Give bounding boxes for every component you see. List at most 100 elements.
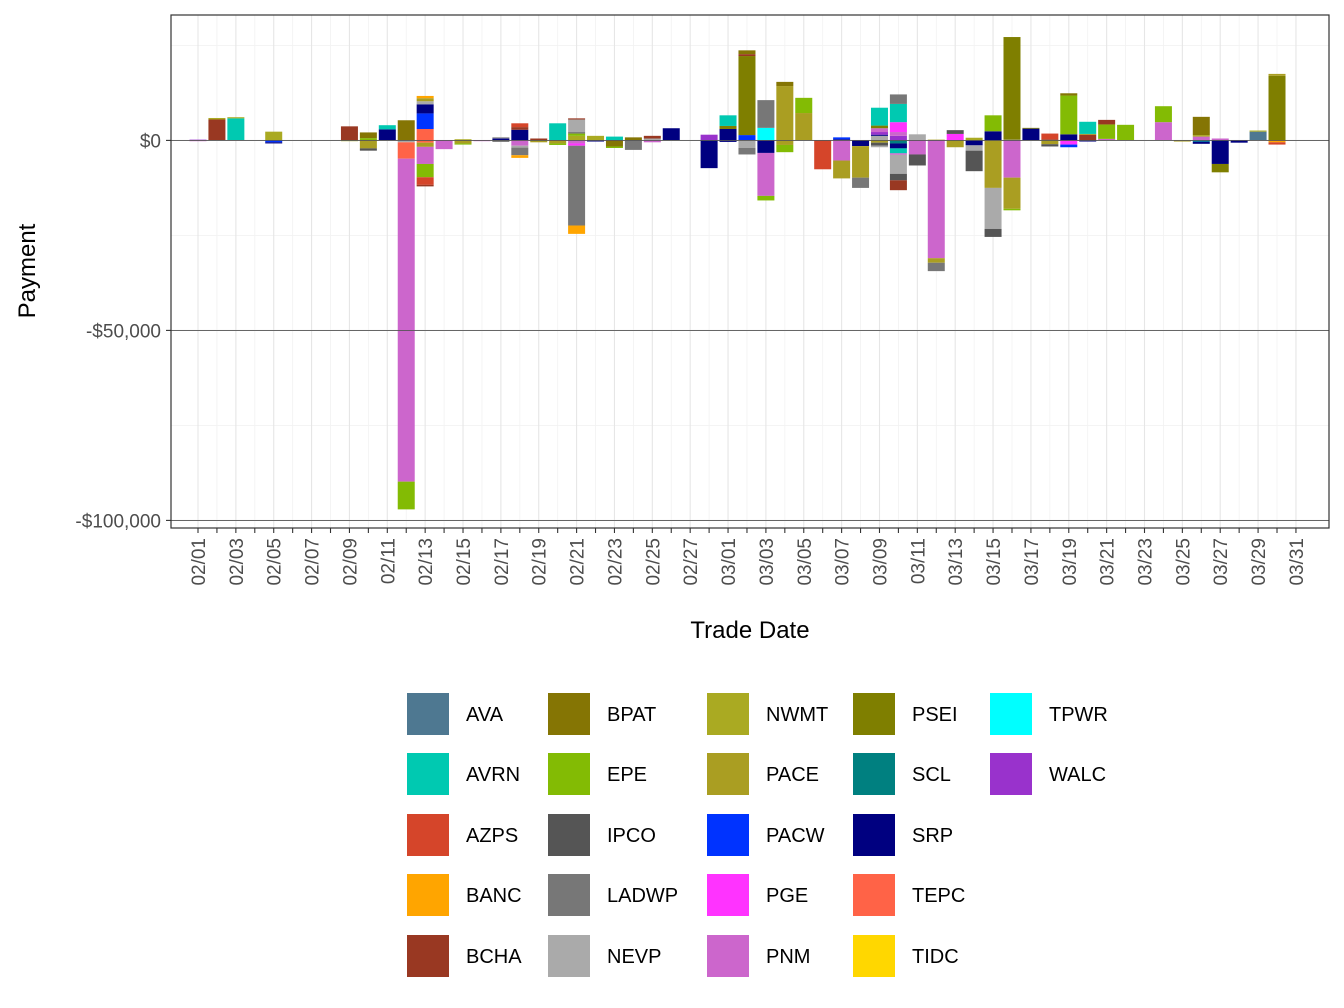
bar-segment-psei bbox=[719, 125, 737, 129]
bar-segment-bcha bbox=[416, 184, 434, 187]
legend-item-tidc: TIDC bbox=[853, 935, 959, 977]
legend-item-pacw: PACW bbox=[707, 814, 825, 856]
bar-segment-bcha bbox=[1079, 134, 1097, 141]
bar-segment-pnm bbox=[1003, 140, 1021, 178]
bar-segment-nevp bbox=[870, 135, 888, 141]
bar-segment-pacw bbox=[1060, 144, 1078, 148]
legend-swatch bbox=[548, 814, 590, 856]
bar-segment-srp bbox=[852, 140, 870, 147]
bar-segment-ladwp bbox=[852, 177, 870, 188]
bar-segment-nwmt bbox=[568, 135, 586, 141]
x-tick-label: 03/13 bbox=[946, 538, 967, 586]
x-tick-label: 03/01 bbox=[719, 538, 740, 586]
bar-segment-ipco bbox=[1041, 144, 1059, 147]
bar-segment-srp bbox=[511, 129, 529, 141]
bar-segment-nevp bbox=[643, 138, 661, 141]
legend-label: TEPC bbox=[912, 885, 965, 907]
bar-segment-ipco bbox=[946, 130, 964, 134]
bar-segment-pace bbox=[416, 98, 434, 102]
bar-segment-psei bbox=[870, 125, 888, 129]
bar-segment-nevp bbox=[416, 101, 434, 105]
bar-segment-bcha bbox=[568, 118, 586, 120]
bars bbox=[171, 37, 1329, 521]
y-axis-title: Payment bbox=[14, 223, 41, 318]
bar-segment-pace bbox=[1041, 140, 1059, 145]
bar-segment-tpwr bbox=[757, 127, 775, 141]
bar-segment-ladwp bbox=[927, 262, 945, 272]
bar-segment-nevp bbox=[889, 154, 907, 174]
bar-segment-srp bbox=[492, 138, 510, 141]
legend-swatch bbox=[853, 693, 895, 735]
legend-swatch bbox=[407, 935, 449, 977]
bar-segment-nevp bbox=[965, 145, 983, 151]
bar-segment-azps bbox=[1268, 142, 1286, 145]
bar-segment-pace bbox=[776, 86, 794, 141]
legend-label: AVA bbox=[466, 704, 504, 726]
legend-label: NEVP bbox=[607, 946, 661, 968]
legend-item-bcha: BCHA bbox=[407, 935, 522, 977]
bar-segment-srp bbox=[870, 134, 888, 136]
bar-segment-pace bbox=[454, 140, 472, 144]
bar-segment-bcha bbox=[511, 127, 529, 130]
bar-segment-pnm bbox=[1192, 136, 1210, 141]
bar-segment-bcha bbox=[340, 126, 358, 141]
legend-label: IPCO bbox=[607, 825, 656, 847]
legend-swatch bbox=[548, 874, 590, 916]
bar-segment-pnm bbox=[833, 140, 851, 161]
bar-segment-ladwp bbox=[492, 140, 510, 142]
x-tick-label: 02/15 bbox=[454, 538, 475, 586]
bar-segment-ladwp bbox=[568, 132, 586, 134]
bar-segment-nevp bbox=[738, 140, 756, 148]
legend-label: PACW bbox=[766, 825, 825, 847]
bar-segment-epe bbox=[1003, 208, 1021, 211]
legend-swatch bbox=[707, 814, 749, 856]
bar-segment-banc bbox=[511, 155, 529, 158]
legend-swatch bbox=[853, 935, 895, 977]
legend-swatch bbox=[853, 814, 895, 856]
x-tick-label: 03/21 bbox=[1098, 538, 1119, 586]
bar-segment-psei bbox=[738, 56, 756, 136]
x-tick-label: 03/19 bbox=[1060, 538, 1081, 586]
x-axis-title: Trade Date bbox=[690, 617, 809, 644]
bar-segment-pace bbox=[1003, 177, 1021, 209]
bar-segment-srp bbox=[719, 129, 737, 141]
legend-label: PSEI bbox=[912, 704, 958, 726]
y-axis: $0 -$50,000 -$100,000 bbox=[75, 131, 171, 532]
bar-segment-pge bbox=[889, 122, 907, 133]
bar-segment-ladwp bbox=[738, 148, 756, 155]
legend-item-walc: WALC bbox=[990, 753, 1106, 795]
bar-segment-pnm bbox=[889, 132, 907, 136]
bar-segment-nevp bbox=[568, 119, 586, 133]
bar-segment-pnm bbox=[511, 140, 529, 146]
y-tick-label: $0 bbox=[140, 131, 161, 152]
bar-segment-avrn bbox=[1192, 140, 1210, 142]
bar-segment-pnm bbox=[1211, 138, 1229, 141]
bar-segment-avrn bbox=[1079, 121, 1097, 134]
legend-label: BANC bbox=[466, 885, 522, 907]
bar-segment-srp bbox=[984, 131, 1002, 141]
x-tick-label: 02/25 bbox=[643, 538, 664, 586]
bar-segment-pnm bbox=[643, 140, 661, 143]
legend-item-banc: BANC bbox=[407, 874, 522, 916]
x-tick-label: 03/09 bbox=[870, 538, 891, 586]
bar-segment-ladwp bbox=[511, 147, 529, 156]
bar-segment-pnm bbox=[870, 128, 888, 133]
bar-segment-psei bbox=[1268, 75, 1286, 141]
bar-segment-avrn bbox=[549, 123, 567, 141]
legend-label: AVRN bbox=[466, 764, 520, 786]
legend-item-tpwr: TPWR bbox=[990, 693, 1108, 735]
bar-segment-bpat bbox=[397, 120, 415, 141]
legend-swatch bbox=[407, 874, 449, 916]
bar-segment-pace bbox=[1173, 140, 1191, 142]
bar-segment-pace bbox=[776, 140, 794, 145]
x-tick-label: 02/01 bbox=[189, 538, 210, 586]
bar-segment-pace bbox=[795, 113, 813, 141]
bar-segment-epe bbox=[549, 143, 567, 145]
bar-segment-epe bbox=[397, 481, 415, 510]
legend-label: TPWR bbox=[1049, 704, 1108, 726]
bar-segment-epe bbox=[1117, 124, 1135, 141]
x-tick-label: 02/05 bbox=[265, 538, 286, 586]
x-tick-label: 03/15 bbox=[984, 538, 1005, 586]
bar-segment-ladwp bbox=[889, 94, 907, 104]
